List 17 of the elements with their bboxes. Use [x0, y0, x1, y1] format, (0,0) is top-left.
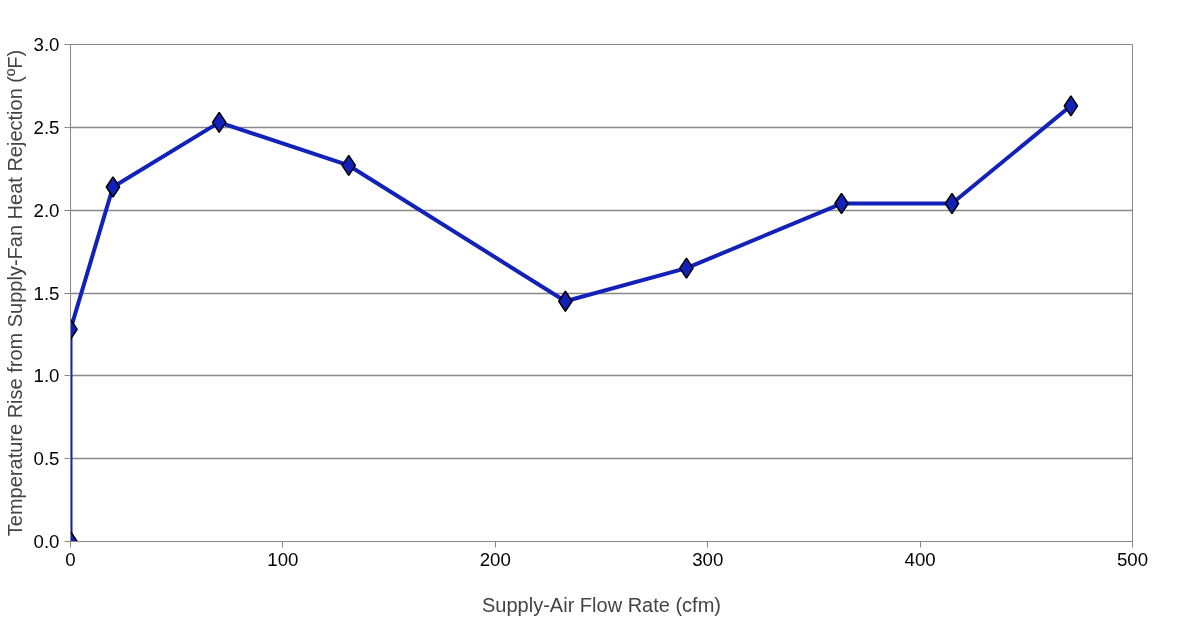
x-tick-label: 300 [692, 548, 724, 570]
y-tick-label: 1.0 [33, 365, 60, 387]
y-tick-label: 0.0 [33, 531, 60, 552]
point [1063, 95, 1079, 117]
point [105, 176, 121, 198]
x-tick-label: 100 [267, 548, 299, 570]
y-tick-label: 3.0 [33, 34, 60, 55]
x-tick-label: 400 [904, 548, 936, 570]
y-tick-label: 1.5 [33, 282, 60, 304]
y-axis-title: Temperature Rise from Supply-Fan Heat Rejection (ºF) [3, 49, 26, 537]
x-tick-label: 500 [1116, 548, 1149, 570]
x-tick-label: 0 [65, 548, 76, 570]
y-tick-label: 2.0 [33, 199, 60, 221]
x-tick-label: 200 [479, 548, 511, 570]
y-tick-label: 2.5 [33, 116, 60, 138]
x-axis-title: Supply-Air Flow Rate (cfm) [482, 593, 721, 616]
y-tick-label: 0.5 [33, 448, 60, 470]
